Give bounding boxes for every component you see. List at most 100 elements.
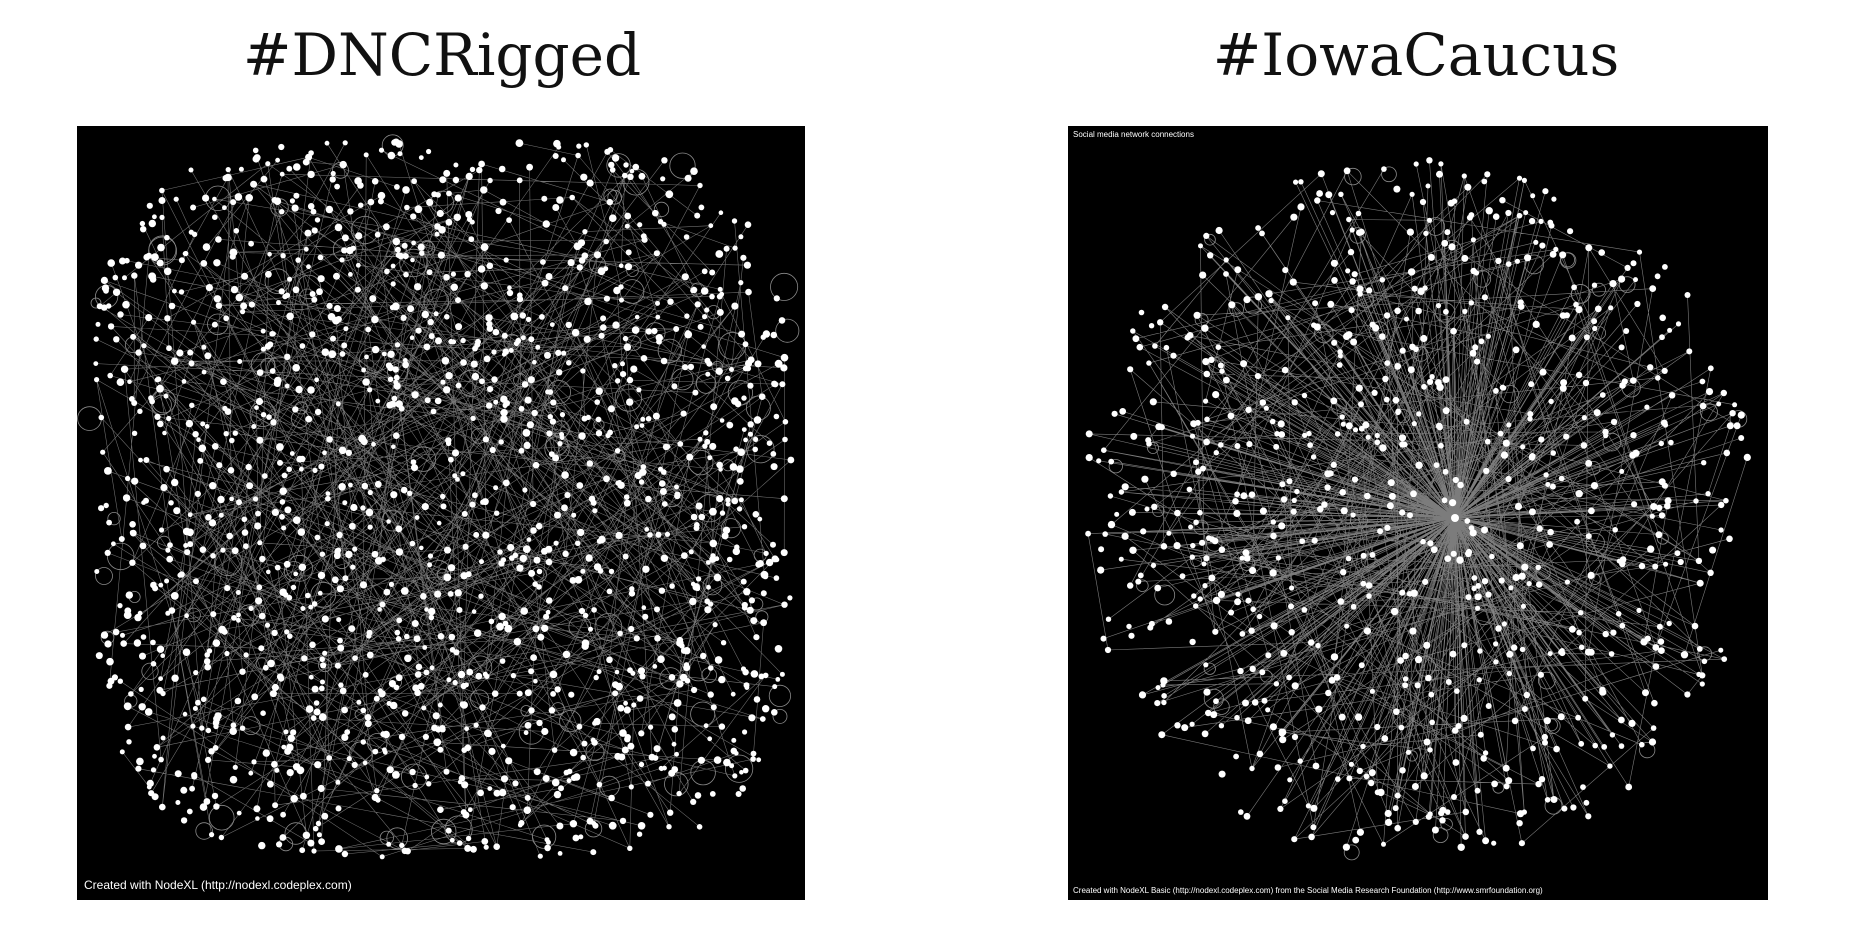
network-node bbox=[1650, 503, 1658, 511]
network-node bbox=[377, 198, 384, 205]
network-node bbox=[366, 651, 374, 659]
network-self-loop bbox=[386, 827, 409, 849]
network-node bbox=[410, 213, 417, 220]
network-node bbox=[181, 379, 187, 384]
network-node bbox=[140, 634, 147, 640]
network-node bbox=[135, 261, 143, 269]
network-node bbox=[625, 249, 632, 256]
network-node bbox=[512, 552, 519, 559]
network-node bbox=[462, 543, 469, 550]
network-node bbox=[515, 139, 524, 147]
network-node bbox=[1242, 549, 1250, 557]
network-node bbox=[1592, 742, 1598, 749]
network-node bbox=[1410, 589, 1418, 597]
network-node bbox=[203, 658, 211, 665]
network-node bbox=[1506, 670, 1512, 677]
network-node bbox=[319, 551, 326, 557]
network-node bbox=[1160, 543, 1168, 550]
network-node bbox=[590, 499, 597, 506]
network-node bbox=[388, 581, 395, 587]
network-node bbox=[513, 637, 522, 646]
network-node bbox=[317, 784, 325, 793]
network-self-loop bbox=[1147, 441, 1160, 454]
network-node bbox=[758, 393, 766, 401]
network-node bbox=[293, 571, 299, 577]
network-node bbox=[1312, 300, 1319, 307]
network-node bbox=[392, 366, 399, 373]
network-node bbox=[1551, 196, 1557, 202]
network-node bbox=[719, 510, 726, 516]
network-self-loop bbox=[1413, 346, 1429, 362]
network-node bbox=[171, 674, 179, 682]
network-node bbox=[485, 730, 492, 738]
network-node bbox=[707, 691, 714, 698]
network-node bbox=[173, 196, 179, 202]
network-node bbox=[488, 747, 496, 756]
network-node bbox=[1473, 270, 1480, 276]
network-node bbox=[439, 176, 447, 184]
network-node bbox=[1441, 497, 1448, 504]
network-node bbox=[779, 381, 786, 388]
network-node bbox=[698, 204, 705, 211]
network-node bbox=[527, 376, 535, 384]
network-node bbox=[1157, 319, 1164, 326]
network-node bbox=[211, 321, 218, 328]
network-node bbox=[404, 848, 411, 855]
network-node bbox=[1301, 392, 1308, 399]
network-node bbox=[718, 210, 724, 215]
network-node bbox=[1250, 606, 1256, 613]
network-node bbox=[499, 198, 507, 206]
network-node bbox=[1347, 248, 1355, 256]
network-node bbox=[361, 367, 366, 373]
network-node bbox=[1135, 578, 1142, 585]
network-node bbox=[724, 375, 731, 382]
network-node bbox=[1532, 320, 1540, 328]
network-node bbox=[528, 336, 535, 343]
network-self-loop bbox=[286, 554, 313, 582]
network-node bbox=[1461, 642, 1468, 649]
network-node bbox=[645, 495, 652, 503]
network-node bbox=[1207, 252, 1214, 259]
network-node bbox=[166, 345, 172, 352]
network-node bbox=[239, 668, 246, 675]
network-node bbox=[243, 652, 249, 658]
network-node bbox=[259, 612, 266, 620]
network-node bbox=[447, 591, 454, 597]
network-node bbox=[1444, 809, 1451, 815]
network-node bbox=[1105, 616, 1112, 622]
network-node bbox=[715, 250, 724, 258]
network-node bbox=[1523, 210, 1529, 216]
network-node bbox=[342, 575, 349, 582]
network-node bbox=[493, 789, 501, 797]
network-node bbox=[1517, 299, 1524, 306]
network-node bbox=[1536, 525, 1543, 532]
network-node bbox=[1425, 813, 1432, 820]
network-self-loop bbox=[1544, 718, 1561, 735]
network-node bbox=[1618, 275, 1626, 283]
network-node bbox=[704, 307, 710, 313]
network-node bbox=[1212, 596, 1221, 605]
network-node bbox=[196, 437, 201, 443]
network-node bbox=[1558, 475, 1565, 482]
network-node bbox=[424, 607, 429, 612]
network-node bbox=[377, 191, 386, 200]
network-node bbox=[364, 714, 372, 721]
network-node bbox=[241, 516, 248, 523]
network-node bbox=[183, 543, 189, 548]
network-node bbox=[480, 243, 489, 251]
network-node bbox=[1398, 724, 1405, 731]
network-node bbox=[452, 176, 460, 184]
network-node bbox=[379, 854, 385, 860]
network-node bbox=[1658, 512, 1666, 519]
network-node bbox=[382, 749, 388, 755]
network-node bbox=[1288, 629, 1295, 636]
network-node bbox=[1729, 410, 1736, 417]
network-node bbox=[1707, 569, 1714, 576]
network-node bbox=[1158, 424, 1165, 431]
network-node bbox=[1299, 538, 1306, 545]
network-node bbox=[1718, 527, 1724, 533]
network-node bbox=[1535, 780, 1542, 788]
network-node bbox=[218, 625, 227, 634]
network-node bbox=[618, 263, 624, 268]
network-node bbox=[477, 265, 486, 273]
